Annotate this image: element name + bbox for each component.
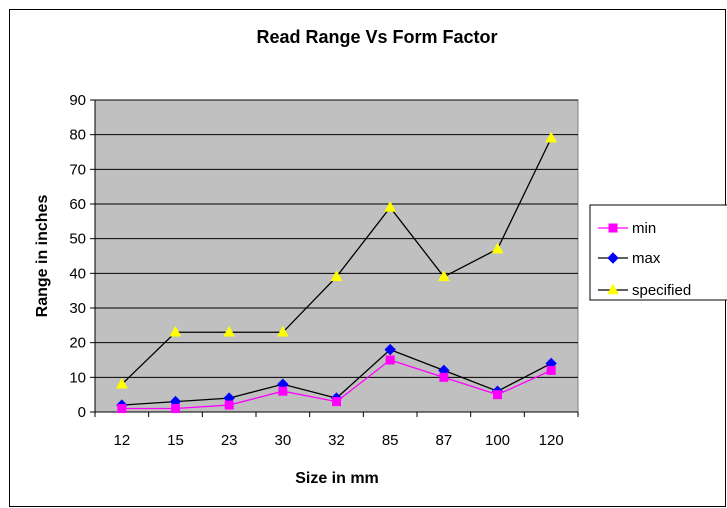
data-point-min (117, 404, 127, 414)
y-tick-label: 30 (69, 300, 86, 317)
series-min (117, 355, 556, 414)
x-tick-label: 32 (328, 432, 345, 449)
series-specified (115, 131, 558, 389)
data-point-specified (330, 270, 343, 282)
data-point-specified (169, 325, 182, 337)
x-axis-ticks: 12 15 23 30 32 85 87 100 120 (94, 412, 579, 449)
legend-marker (607, 283, 619, 295)
data-point-specified (115, 377, 128, 389)
x-tick-label: 15 (167, 432, 184, 449)
legend-label-max: max (632, 250, 661, 267)
plot-area (94, 99, 579, 413)
legend-label-specified: specified (632, 282, 691, 299)
data-point-specified (491, 242, 504, 254)
x-tick-label: 87 (435, 432, 452, 449)
x-tick-label: 85 (382, 432, 399, 449)
x-tick-label: 120 (539, 432, 564, 449)
y-tick-label: 60 (69, 196, 86, 213)
y-tick-label: 50 (69, 231, 86, 248)
chart-title: Read Range Vs Form Factor (256, 27, 497, 47)
data-point-max (384, 343, 396, 356)
x-tick-label: 23 (221, 432, 238, 449)
data-point-min (224, 400, 234, 410)
y-tick-label: 10 (69, 369, 86, 386)
data-point-specified (223, 325, 236, 337)
data-point-specified (437, 270, 450, 282)
data-point-specified (545, 131, 558, 143)
y-tick-label: 40 (69, 265, 86, 282)
legend-marker (608, 223, 618, 233)
data-point-min (546, 365, 556, 375)
data-point-min (493, 390, 502, 400)
y-tick-label: 80 (69, 127, 86, 144)
data-point-min (278, 386, 288, 396)
y-axis-ticks: 0 10 20 30 40 50 60 70 80 90 (69, 92, 578, 421)
x-tick-label: 12 (113, 432, 130, 449)
data-point-min (171, 404, 180, 414)
data-point-min (439, 372, 449, 382)
data-point-min (332, 397, 341, 407)
grid-lines (95, 99, 578, 378)
x-tick-label: 30 (274, 432, 291, 449)
data-point-specified (276, 325, 289, 337)
x-tick-label: 100 (485, 432, 510, 449)
series-layer (115, 131, 558, 414)
y-axis-label: Range in inches (34, 195, 51, 318)
legend: min max specified (589, 204, 727, 301)
data-point-min (385, 355, 395, 365)
y-tick-label: 90 (69, 92, 86, 109)
y-tick-label: 20 (69, 335, 86, 352)
x-axis-label: Size in mm (295, 470, 379, 487)
legend-marker (607, 252, 619, 264)
y-tick-label: 70 (69, 161, 86, 178)
legend-label-min: min (632, 220, 656, 237)
y-tick-label: 0 (78, 404, 86, 421)
data-point-specified (384, 200, 397, 212)
